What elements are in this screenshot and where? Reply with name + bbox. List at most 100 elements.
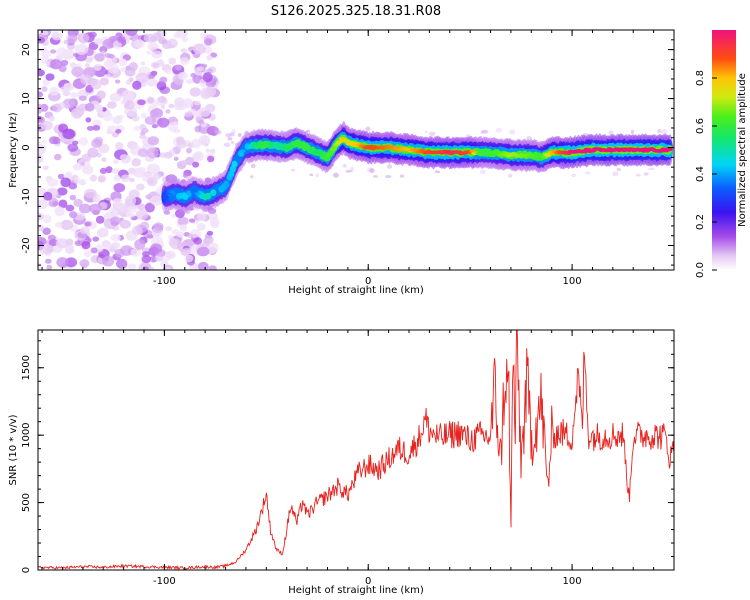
noise-speckle — [165, 250, 176, 259]
colorbar-tick-label: 0.8 — [695, 70, 706, 86]
y-tick-label: 1500 — [21, 355, 32, 380]
noise-speckle — [131, 115, 140, 122]
noise-speckle — [93, 38, 103, 45]
noise-speckle — [424, 130, 428, 134]
noise-speckle — [153, 222, 164, 232]
snr-x-ticks: -100 0 100 — [41, 330, 675, 587]
noise-speckle — [107, 125, 117, 133]
noise-speckle — [168, 44, 174, 49]
noise-speckle — [192, 161, 200, 168]
noise-speckle — [142, 266, 150, 270]
noise-speckle — [41, 47, 48, 54]
noise-speckle — [207, 155, 215, 163]
noise-speckle — [192, 43, 206, 55]
noise-speckle — [179, 57, 190, 65]
noise-speckle — [84, 188, 97, 199]
noise-speckle — [223, 142, 231, 147]
noise-speckle — [237, 132, 242, 137]
noise-speckle — [38, 37, 46, 44]
noise-speckle — [428, 131, 436, 137]
noise-speckle — [193, 100, 201, 106]
noise-speckle — [69, 61, 77, 68]
noise-speckle — [134, 238, 146, 250]
noise-speckle — [67, 34, 78, 43]
noise-speckle — [83, 250, 92, 258]
noise-speckle — [65, 204, 75, 212]
y-tick-label: 10 — [21, 92, 32, 105]
noise-speckle — [202, 238, 210, 245]
noise-speckle — [177, 71, 188, 81]
noise-speckle — [95, 215, 105, 224]
snr-plot-area — [38, 330, 674, 570]
noise-speckle — [63, 39, 70, 45]
noise-speckle — [45, 73, 55, 81]
noise-speckle — [93, 64, 102, 71]
noise-speckle — [146, 147, 159, 159]
noise-speckle — [151, 50, 163, 59]
noise-speckle — [250, 163, 256, 169]
noise-speckle — [71, 107, 84, 119]
colorbar: 0.0 0.2 0.4 0.6 0.8 Normalized spectral ampl… — [695, 30, 748, 278]
noise-speckle — [150, 195, 164, 206]
ridge-mark — [344, 139, 351, 144]
noise-speckle — [434, 170, 440, 174]
noise-speckle — [117, 35, 126, 44]
x-tick-label: 0 — [365, 276, 371, 287]
noise-speckle — [157, 117, 170, 128]
noise-speckle — [80, 161, 85, 167]
y-tick-label: -10 — [21, 188, 32, 204]
noise-speckle — [150, 243, 163, 254]
noise-speckle — [209, 148, 216, 154]
noise-speckle — [369, 168, 375, 174]
noise-speckle — [189, 87, 201, 97]
noise-speckle — [96, 90, 106, 100]
noise-speckle — [210, 222, 219, 229]
noise-speckle — [102, 112, 113, 122]
noise-speckle — [180, 224, 187, 229]
noise-speckle — [46, 264, 53, 270]
noise-speckle — [103, 243, 112, 250]
noise-speckle — [92, 197, 99, 203]
noise-speckle — [249, 175, 254, 179]
noise-speckle — [188, 218, 196, 223]
noise-speckle — [92, 236, 100, 242]
noise-speckle — [202, 72, 213, 83]
noise-speckle — [176, 231, 184, 238]
spectrogram-x-label: Height of straight line (km) — [288, 285, 424, 296]
noise-speckle — [205, 148, 210, 153]
noise-speckle — [54, 155, 61, 160]
noise-speckle — [151, 124, 158, 129]
noise-speckle — [135, 72, 149, 84]
noise-speckle — [94, 53, 105, 62]
noise-speckle — [106, 101, 117, 109]
noise-speckle — [146, 78, 158, 87]
noise-speckle — [508, 173, 513, 178]
noise-speckle — [140, 61, 146, 66]
ridge-mark — [203, 194, 210, 199]
noise-speckle — [231, 128, 236, 134]
noise-speckle — [127, 263, 137, 270]
noise-speckle — [95, 104, 104, 113]
noise-speckle — [147, 136, 160, 146]
noise-speckle — [159, 76, 168, 84]
ridge-mark — [239, 149, 246, 153]
noise-speckle — [643, 172, 649, 176]
noise-speckle — [144, 116, 157, 125]
noise-speckle — [46, 61, 51, 66]
noise-speckle — [124, 67, 136, 77]
noise-speckle — [141, 255, 152, 264]
noise-speckle — [149, 109, 159, 118]
noise-speckle — [187, 233, 194, 239]
noise-speckle — [89, 174, 98, 182]
noise-speckle — [114, 79, 121, 84]
noise-speckle — [51, 103, 62, 113]
y-tick-label: 20 — [21, 43, 32, 56]
noise-speckle — [116, 114, 124, 120]
noise-speckle — [49, 86, 60, 96]
noise-speckle — [44, 258, 52, 264]
noise-speckle — [54, 206, 65, 217]
noise-speckle — [78, 136, 89, 146]
noise-speckle — [80, 74, 93, 85]
noise-speckle — [206, 54, 213, 61]
